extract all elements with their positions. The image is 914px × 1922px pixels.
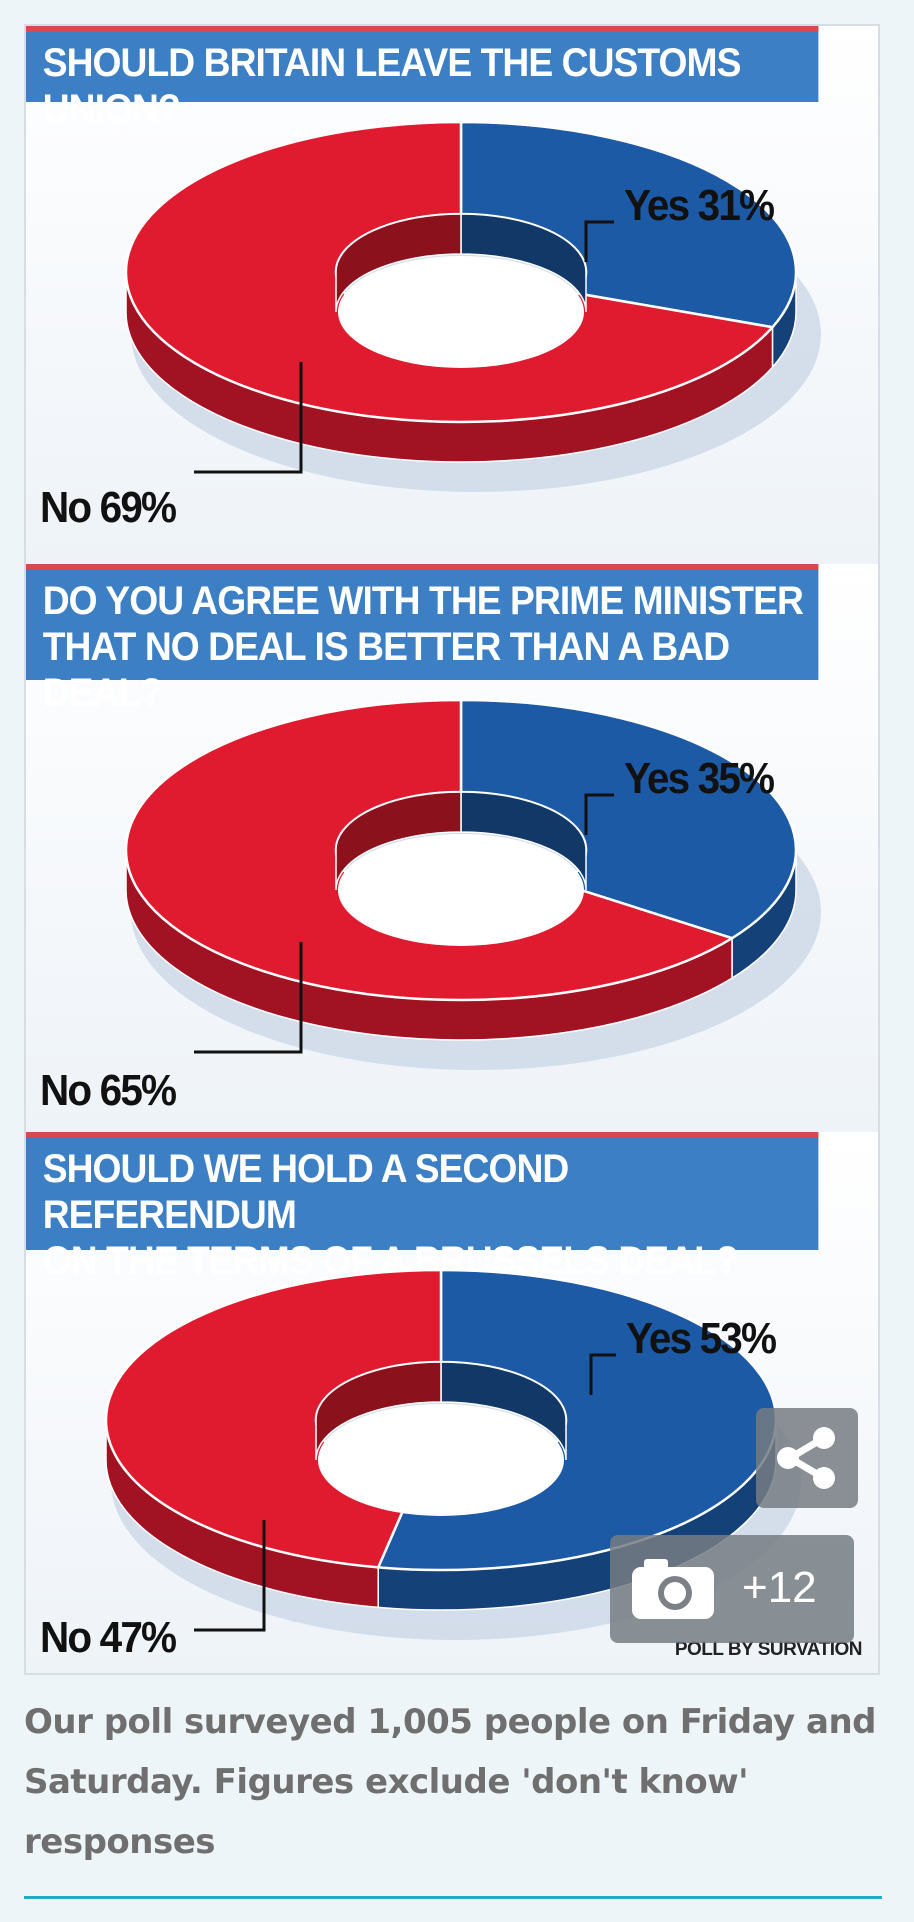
chart-panel-customs-union: SHOULD BRITAIN LEAVE THE CUSTOMS UNION? … bbox=[26, 26, 878, 564]
slice-inner-wall-no bbox=[315, 1361, 442, 1461]
share-icon bbox=[777, 1427, 835, 1489]
leader-line-no bbox=[194, 1520, 266, 1632]
leader-line-yes bbox=[584, 220, 614, 262]
data-label-no: No 47% bbox=[40, 1612, 176, 1661]
slice-inner-wall-yes bbox=[440, 1361, 567, 1461]
leader-line-no bbox=[194, 942, 303, 1054]
slice-inner-wall-no bbox=[335, 791, 462, 891]
gallery-count: +12 bbox=[742, 1563, 817, 1612]
chart-title: SHOULD BRITAIN LEAVE THE CUSTOMS UNION? bbox=[26, 26, 819, 131]
poll-infographic: SHOULD BRITAIN LEAVE THE CUSTOMS UNION? … bbox=[24, 24, 880, 1675]
chart-title-text: DO YOU AGREE WITH THE PRIME MINISTER THA… bbox=[42, 579, 804, 715]
slice-inner-wall-yes bbox=[460, 791, 587, 891]
camera-icon bbox=[632, 1559, 714, 1619]
share-button[interactable] bbox=[756, 1408, 858, 1508]
chart-title: SHOULD WE HOLD A SECOND REFERENDUM ON TH… bbox=[26, 1132, 819, 1283]
donut-hole bbox=[338, 834, 584, 946]
leader-line-yes bbox=[589, 1353, 616, 1395]
chart-title: DO YOU AGREE WITH THE PRIME MINISTER THA… bbox=[26, 564, 819, 715]
leader-line-no bbox=[194, 362, 303, 474]
data-label-no: No 69% bbox=[40, 482, 176, 531]
data-label-yes: Yes 35% bbox=[624, 753, 774, 802]
data-label-no: No 65% bbox=[40, 1065, 176, 1114]
divider bbox=[24, 1896, 882, 1899]
donut-hole bbox=[338, 256, 584, 368]
donut-chart: Yes 35% No 65% bbox=[40, 698, 821, 1114]
donut-chart: Yes 31% No 69% bbox=[40, 120, 821, 531]
data-label-yes: Yes 53% bbox=[626, 1313, 776, 1362]
chart-title-text: SHOULD WE HOLD A SECOND REFERENDUM ON TH… bbox=[42, 1147, 739, 1283]
image-caption: Our poll surveyed 1,005 people on Friday… bbox=[24, 1702, 877, 1862]
gallery-button[interactable]: +12 bbox=[610, 1535, 854, 1643]
poll-credit: POLL BY SURVATION bbox=[674, 1639, 863, 1660]
chart-panel-no-deal: DO YOU AGREE WITH THE PRIME MINISTER THA… bbox=[26, 564, 878, 1132]
slice-inner-wall-no bbox=[335, 213, 462, 313]
chart-title-text: SHOULD BRITAIN LEAVE THE CUSTOMS UNION? bbox=[42, 41, 742, 131]
leader-line-yes bbox=[584, 793, 614, 835]
data-label-yes: Yes 31% bbox=[624, 180, 774, 229]
slice-inner-wall-yes bbox=[460, 213, 587, 313]
donut-hole bbox=[318, 1404, 564, 1516]
